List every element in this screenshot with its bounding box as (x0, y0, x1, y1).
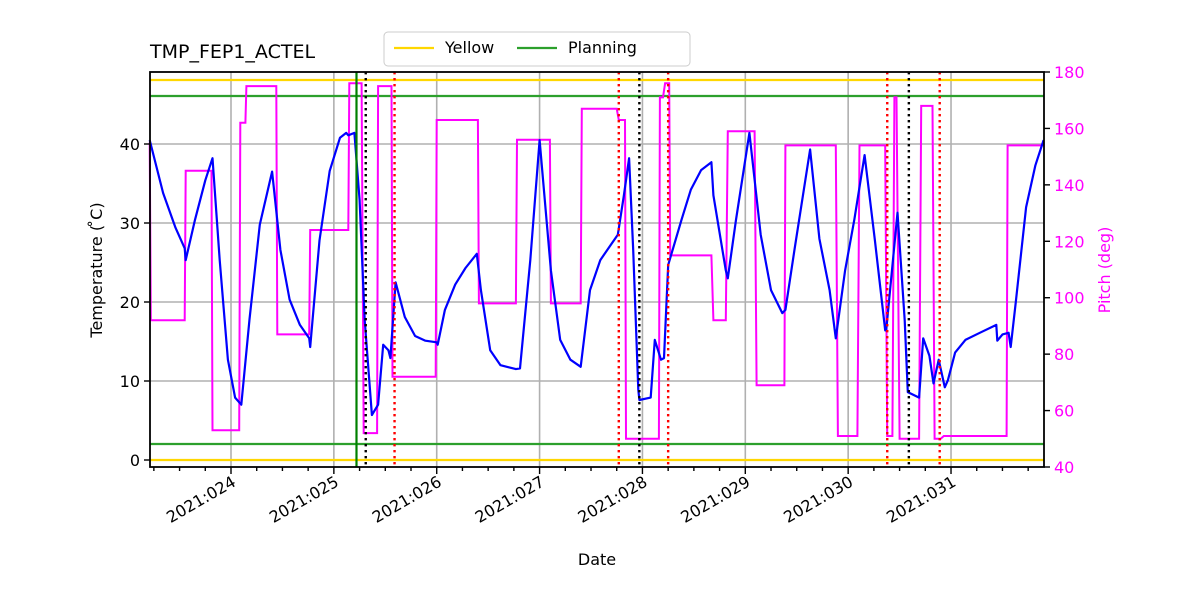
plot-frame (149, 71, 1045, 468)
x-tick-label: 2021:025 (266, 472, 342, 527)
x-tick-label: 2021:029 (677, 472, 753, 527)
temperature-series-line (148, 131, 1045, 417)
chart-title: TMP_FEP1_ACTEL (149, 41, 315, 63)
y-right-tick-label: 60 (1054, 402, 1074, 421)
y-right-tick-label: 180 (1054, 63, 1085, 82)
legend: Yellow Planning (383, 31, 691, 67)
legend-yellow-label: Yellow (444, 38, 494, 57)
y-axis-left-label: Temperature ( ̊C) (87, 202, 106, 338)
x-tick-label: 2021:026 (369, 472, 445, 527)
legend-planning-label: Planning (568, 38, 637, 57)
y-right-tick-label: 120 (1054, 232, 1085, 251)
y-right-tick-label: 100 (1054, 289, 1085, 308)
y-left-tick-label: 30 (120, 214, 140, 233)
y-left-tick-label: 10 (120, 372, 140, 391)
x-tick-label: 2021:028 (575, 472, 651, 527)
x-tick-label: 2021:031 (883, 472, 959, 527)
y-axis-left-ticks: 0 10 20 30 40 (120, 135, 150, 470)
y-right-tick-label: 80 (1054, 345, 1074, 364)
y-right-tick-label: 40 (1054, 458, 1074, 477)
y-axis-right-ticks: 40 60 80 100 120 140 160 180 (1044, 63, 1085, 477)
y-axis-right-label: Pitch (deg) (1095, 227, 1114, 314)
y-left-tick-label: 0 (130, 451, 140, 470)
y-left-tick-label: 40 (120, 135, 140, 154)
y-right-tick-label: 140 (1054, 176, 1085, 195)
y-left-tick-label: 20 (120, 293, 140, 312)
x-tick-label: 2021:027 (472, 472, 548, 527)
vertical-event-markers (355, 72, 941, 467)
x-axis-ticks: 2021:024 2021:025 2021:026 2021:027 2021:028… (153, 467, 1029, 527)
limit-lines (150, 78, 1044, 462)
x-tick-label: 2021:024 (163, 472, 239, 527)
pitch-series-line (148, 82, 1044, 440)
x-tick-label: 2021:030 (780, 472, 856, 527)
x-axis-label: Date (578, 550, 616, 569)
y-right-tick-label: 160 (1054, 119, 1085, 138)
